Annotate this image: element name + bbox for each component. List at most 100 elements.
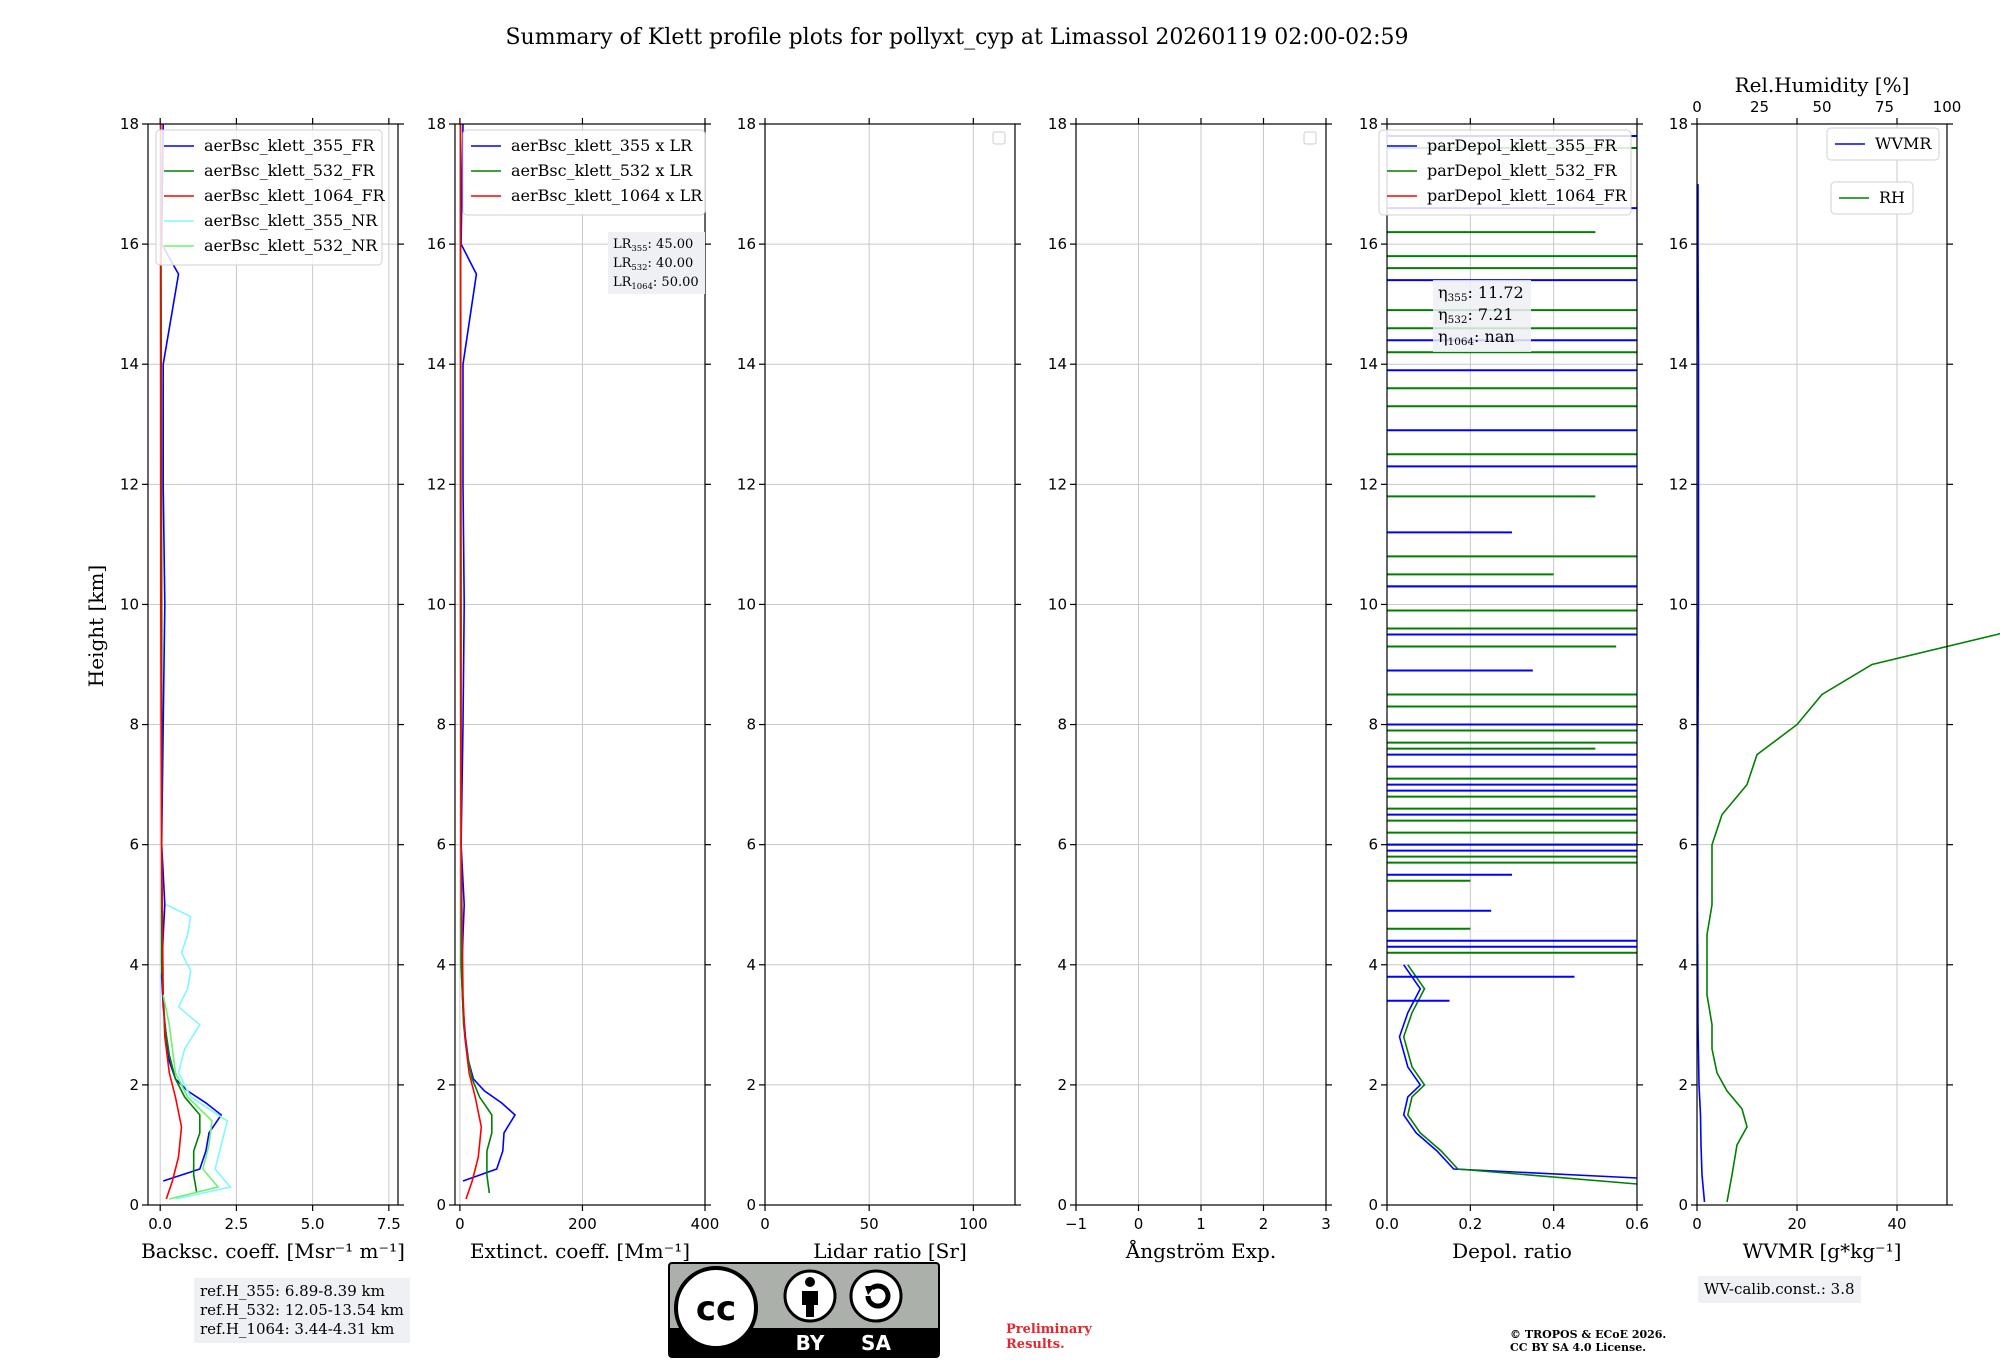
series-line-parDepol_klett_355_FR: [1398, 964, 1638, 1179]
legend: parDepol_klett_355_FR parDepol_klett_532_…: [1378, 129, 1632, 216]
panel-lidar-ratio: 0 2 4 6 8 10 12 14 16 18 0 50 100 Lidar ratio [Sr]: [737, 115, 1021, 1263]
x-tick-label: 1: [1196, 1215, 1206, 1233]
series-line-WVMR: [1696, 184, 1706, 1203]
y-tick-label: 16: [427, 235, 446, 253]
legend-rh: RH: [1830, 181, 1914, 215]
y-tick-label: 10: [1359, 595, 1378, 613]
top-tick-label: 50: [1812, 98, 1831, 116]
legend-box: [155, 129, 383, 266]
series-line-aerBsc_klett_355_NR: [165, 903, 232, 1200]
y-tick-label: 12: [1669, 475, 1688, 493]
x-tick-label: 0.6: [1625, 1215, 1649, 1233]
y-tick-label: 10: [1048, 595, 1067, 613]
x-tick-label: 0: [1134, 1215, 1144, 1233]
ref-height-355: ref.H_355: 6.89-8.39 km: [200, 1282, 385, 1300]
legend-label: aerBsc_klett_1064 x LR: [511, 186, 703, 205]
x-tick-label: 0: [1692, 1215, 1702, 1233]
figure-title: Summary of Klett profile plots for polly…: [505, 25, 1408, 50]
y-tick-label: 4: [746, 956, 756, 974]
series-line-aerBsc_klett_532_NR: [162, 994, 220, 1200]
y-tick-label: 12: [737, 475, 756, 493]
y-tick-label: 12: [1359, 475, 1378, 493]
x-axis-label: WVMR [g*kg⁻¹]: [1743, 1239, 1902, 1263]
x-tick-label: 2: [1259, 1215, 1269, 1233]
top-axis-label: Rel.Humidity [%]: [1735, 73, 1910, 97]
x-tick-label: 0: [760, 1215, 770, 1233]
y-tick-label: 2: [1057, 1076, 1067, 1094]
legend-label: aerBsc_klett_532_FR: [204, 161, 375, 180]
lr-note-line-1: LR532: 40.00: [613, 256, 693, 272]
x-tick-label: 40: [1887, 1215, 1906, 1233]
sa-text: SA: [861, 1331, 891, 1355]
x-tick-label: −1: [1065, 1215, 1087, 1233]
by-text: BY: [796, 1331, 825, 1355]
legend-box: [1830, 181, 1914, 215]
x-axis-label: Depol. ratio: [1452, 1239, 1572, 1263]
y-tick-label: 14: [737, 355, 756, 373]
legend-label: parDepol_klett_532_FR: [1427, 161, 1618, 180]
legend-label: WVMR: [1875, 134, 1932, 153]
legend-label: aerBsc_klett_355 x LR: [511, 136, 693, 155]
axes-frame: [1386, 123, 1638, 1206]
legend-label: aerBsc_klett_355_FR: [204, 136, 375, 155]
x-axis-label: Extinct. coeff. [Mm⁻¹]: [470, 1239, 690, 1263]
x-tick-label: 400: [691, 1215, 720, 1233]
copyright-line-1: © TROPOS & ECoE 2026.: [1510, 1328, 1667, 1341]
legend-label: aerBsc_klett_532 x LR: [511, 161, 693, 180]
preliminary-results-note: Preliminary Results.: [1006, 1322, 1092, 1352]
ref-height-1064: ref.H_1064: 3.44-4.31 km: [200, 1320, 395, 1338]
y-tick-label: 18: [427, 115, 446, 133]
y-tick-label: 14: [427, 355, 446, 373]
y-tick-label: 6: [1057, 836, 1067, 854]
y-tick-label: 4: [1678, 956, 1688, 974]
y-tick-label: 0: [1368, 1196, 1378, 1214]
x-axis-label: Backsc. coeff. [Msr⁻¹ m⁻¹]: [141, 1239, 405, 1263]
y-tick-label: 2: [129, 1076, 139, 1094]
x-axis-label: Ångström Exp.: [1125, 1238, 1276, 1263]
legend-wvmr: WVMR: [1826, 127, 1940, 161]
x-axis-label: Lidar ratio [Sr]: [813, 1239, 967, 1263]
series-line-aerBsc_klett_1064_FR: [159, 123, 183, 1200]
copyright-note: © TROPOS & ECoE 2026. CC BY SA 4.0 Licen…: [1510, 1328, 1666, 1354]
y-tick-label: 16: [120, 235, 139, 253]
note-box: [1433, 280, 1531, 352]
axes-frame: [764, 123, 1016, 1206]
x-tick-label: 2.5: [224, 1215, 248, 1233]
legend-box: [1826, 127, 1940, 161]
legend: aerBsc_klett_355 x LR aerBsc_klett_532 x …: [462, 129, 706, 216]
ref-height-532: ref.H_532: 12.05-13.54 km: [200, 1301, 404, 1319]
series-line-parDepol_klett_532_FR: [1402, 964, 1638, 1185]
legend-label: RH: [1879, 188, 1905, 207]
lr-note-line-0: LR355: 45.00: [613, 237, 693, 253]
y-tick-label: 6: [1678, 836, 1688, 854]
legend-box: [1378, 129, 1632, 216]
cc-circle-icon: [674, 1266, 758, 1350]
y-tick-label: 6: [746, 836, 756, 854]
preliminary-line-2: Results.: [1006, 1337, 1065, 1352]
y-tick-label: 6: [1368, 836, 1378, 854]
y-tick-label: 16: [1359, 235, 1378, 253]
series-line-aerBsc_klett_1064 x LR: [459, 124, 483, 1200]
x-tick-label: 100: [959, 1215, 988, 1233]
y-tick-label: 14: [1048, 355, 1067, 373]
lr-note-line-2: LR1064: 50.00: [613, 275, 699, 291]
x-tick-label: 0.0: [1375, 1215, 1399, 1233]
y-tick-label: 0: [129, 1196, 139, 1214]
sa-share-icon: [849, 1269, 903, 1323]
y-tick-label: 2: [436, 1076, 446, 1094]
y-tick-label: 10: [1669, 595, 1688, 613]
y-tick-label: 16: [737, 235, 756, 253]
y-tick-label: 12: [1048, 475, 1067, 493]
y-tick-label: 8: [436, 716, 446, 734]
reference-heights-box: ref.H_355: 6.89-8.39 km ref.H_532: 12.05…: [194, 1278, 410, 1343]
y-tick-label: 10: [737, 595, 756, 613]
x-tick-label: 20: [1787, 1215, 1806, 1233]
x-tick-label: 200: [568, 1215, 597, 1233]
axes-frame: [1696, 123, 1948, 1206]
top-tick-label: 0: [1692, 98, 1702, 116]
y-tick-label: 14: [1669, 355, 1688, 373]
